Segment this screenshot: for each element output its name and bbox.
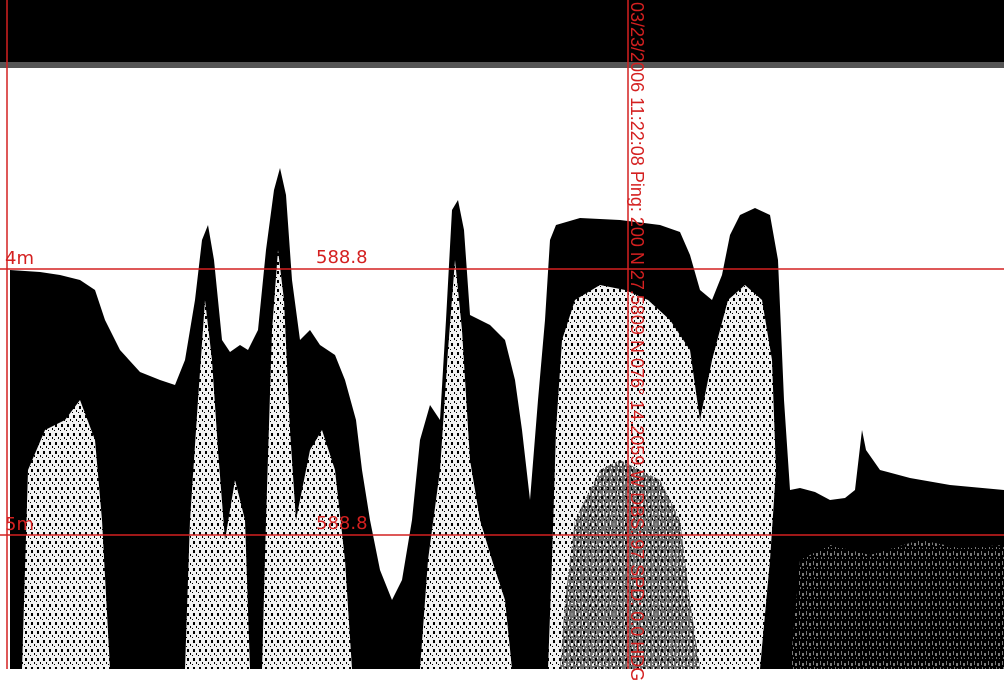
echo-texture [22,250,1004,669]
depth-value-5m: 588.8 [316,513,368,534]
surface-band [0,0,1004,66]
depth-label-5m: 5m [5,514,34,535]
depth-label-4m: 4m [5,248,34,269]
depth-value-4m: 588.8 [316,247,368,268]
ping-info-text: 03/23/2006 11:22:08 Ping: 200 N 27.5809 … [627,2,647,681]
